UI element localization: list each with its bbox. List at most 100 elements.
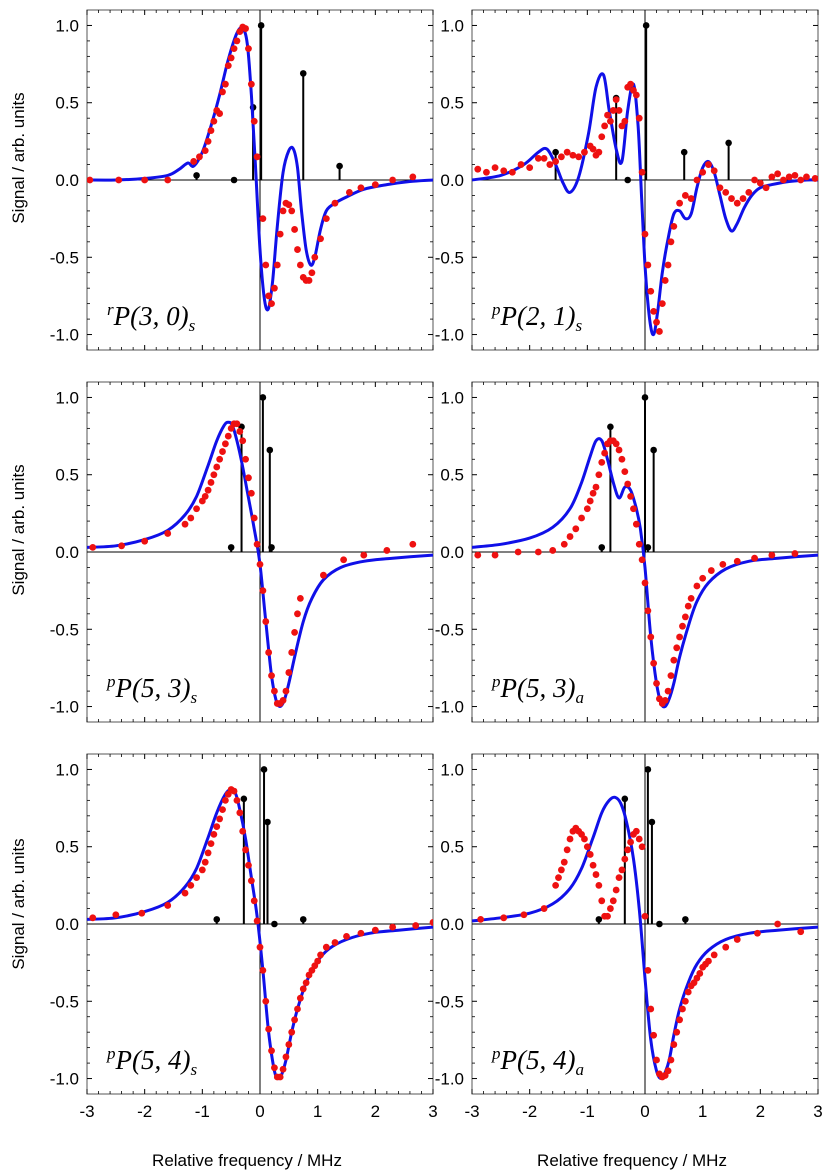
data-point	[693, 176, 701, 184]
data-point	[500, 167, 508, 175]
data-point	[216, 455, 224, 463]
data-point	[647, 287, 655, 295]
data-point	[768, 173, 776, 181]
data-point	[256, 560, 264, 568]
data-point	[207, 840, 215, 848]
data-point	[664, 1067, 672, 1075]
data-point	[650, 659, 658, 667]
data-point	[563, 846, 571, 854]
data-point	[291, 628, 298, 636]
data-point	[242, 455, 249, 463]
data-point	[276, 230, 284, 238]
data-point	[273, 261, 281, 269]
data-point	[540, 154, 548, 162]
data-point	[644, 966, 652, 974]
data-point	[699, 168, 707, 176]
data-point	[705, 161, 712, 168]
data-point	[262, 997, 270, 1005]
data-point	[607, 117, 614, 125]
data-point	[751, 554, 758, 562]
y-tick-label: -0.5	[50, 248, 79, 267]
stick-marker	[336, 162, 343, 170]
panel-label: pP(2, 1)s	[491, 300, 582, 335]
y-tick-label: 0.0	[55, 915, 79, 934]
x-tick-label: 0	[640, 1102, 649, 1121]
data-point	[279, 1065, 287, 1073]
data-point	[210, 471, 218, 479]
data-point	[288, 1028, 296, 1036]
data-point	[581, 148, 588, 156]
data-point	[250, 117, 258, 125]
y-tick-label: -0.5	[50, 620, 79, 639]
data-point	[618, 866, 626, 874]
chart-panel: -1.0 -0.5 0.0 0.5 1.0 -3 -2 -1 0 1 2 3 pP(5, 4)s	[50, 753, 438, 1121]
data-point	[583, 505, 591, 513]
data-point	[549, 547, 557, 554]
data-point	[236, 809, 244, 817]
plot-area	[87, 766, 433, 1081]
data-point	[474, 165, 482, 173]
data-point	[534, 548, 542, 556]
panel-label-sup: p	[106, 1044, 116, 1063]
chart-panel: -1.0 -0.5 0.0 0.5 1.0 pP(5, 3)a	[435, 381, 819, 723]
data-point	[508, 168, 516, 176]
data-point	[566, 533, 574, 540]
data-point	[609, 897, 617, 905]
data-point	[204, 849, 212, 857]
panel-label-sub: a	[575, 688, 584, 707]
data-point	[181, 889, 189, 897]
data-point	[679, 1005, 686, 1013]
data-point	[193, 874, 200, 882]
data-point	[653, 679, 660, 687]
data-point	[687, 594, 695, 602]
data-point	[601, 122, 609, 130]
data-point	[722, 188, 730, 196]
data-point	[193, 505, 200, 513]
data-point	[534, 154, 542, 162]
data-point	[190, 158, 198, 165]
data-point	[589, 861, 597, 869]
panel-label: rP(3, 0)s	[107, 300, 196, 335]
panel-label-sub: s	[190, 688, 197, 707]
data-point	[557, 153, 565, 161]
data-point	[343, 932, 350, 940]
data-point	[256, 943, 264, 951]
data-point	[517, 161, 525, 168]
data-point	[227, 54, 235, 62]
data-point	[296, 261, 304, 269]
data-point	[710, 951, 718, 959]
data-point	[112, 911, 120, 919]
data-point	[265, 649, 273, 656]
y-tick-label: -1.0	[435, 326, 464, 345]
data-point	[526, 164, 534, 172]
data-point	[733, 936, 741, 943]
panel-label-sup: r	[107, 300, 114, 319]
data-point	[710, 167, 718, 175]
data-point	[259, 587, 267, 595]
panel-label-main: P(5, 4)	[500, 1045, 576, 1075]
data-point	[317, 235, 324, 243]
data-point	[181, 520, 189, 528]
data-point	[581, 835, 588, 843]
data-point	[679, 622, 686, 630]
data-point	[371, 181, 379, 189]
data-point	[360, 551, 368, 559]
data-point	[586, 497, 594, 505]
data-point	[285, 201, 293, 209]
data-point	[658, 300, 666, 308]
data-point	[546, 161, 554, 168]
data-point	[635, 540, 643, 548]
data-point	[198, 866, 206, 874]
data-point	[624, 846, 632, 854]
data-point	[598, 897, 606, 905]
data-point	[664, 261, 672, 269]
stick-marker	[648, 818, 656, 826]
data-point	[210, 117, 218, 125]
stick-marker	[598, 544, 606, 551]
stick-marker	[299, 70, 307, 77]
stick-marker	[607, 423, 614, 431]
y-tick-label: 1.0	[440, 16, 464, 35]
data-point	[604, 111, 611, 119]
stick-marker	[656, 920, 663, 928]
data-point	[774, 170, 782, 178]
